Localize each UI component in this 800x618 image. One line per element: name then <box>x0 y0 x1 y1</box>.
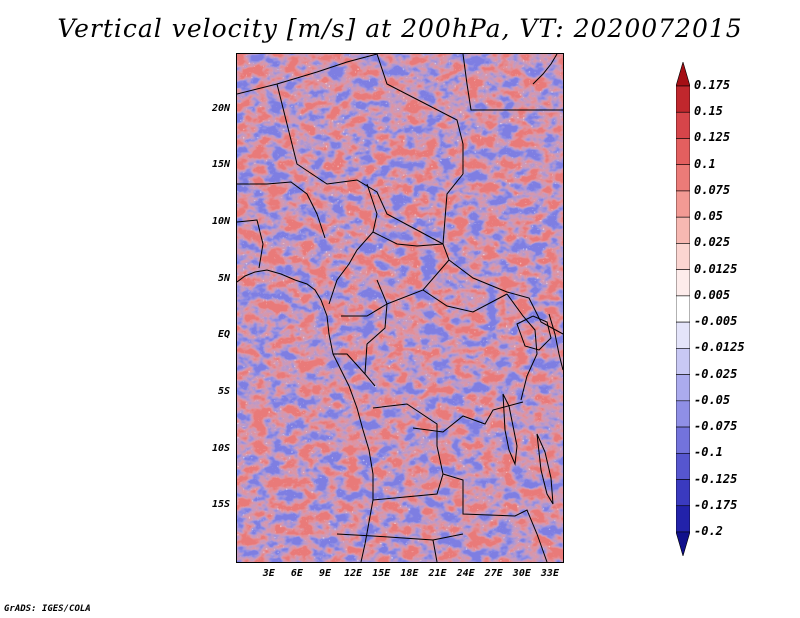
colorbar-tick-label: 0.075 <box>694 182 731 197</box>
border-14 <box>341 303 388 317</box>
lake-tanganyika <box>502 393 518 466</box>
velocity-fine-structure <box>237 54 563 562</box>
software-credit: GrADS: IGES/COLA <box>4 604 91 614</box>
colorbar-segment <box>676 400 690 428</box>
lake-malawi <box>536 433 554 505</box>
colorbar-segment <box>676 295 690 323</box>
colorbar-tick-label: -0.025 <box>694 366 738 381</box>
colorbar-segment <box>676 348 690 375</box>
colorbar-tick-label: -0.125 <box>694 471 738 486</box>
velocity-field-map <box>237 54 563 562</box>
border-3 <box>376 54 464 174</box>
lon-tick-label: 27E <box>484 568 503 579</box>
border-9 <box>372 231 444 247</box>
colorbar-segment <box>676 374 690 402</box>
colorbar-tick-label: -0.1 <box>694 445 723 460</box>
colorbar-segment <box>676 164 690 192</box>
border-16 <box>372 403 444 475</box>
colorbar-tick-label: -0.075 <box>694 419 738 434</box>
border-5 <box>442 173 563 335</box>
colorbar-tick-label: 0.1 <box>694 156 716 171</box>
lon-tick-label: 9E <box>318 568 332 579</box>
lon-tick-label: 18E <box>400 568 419 579</box>
colorbar-tick-label: -0.05 <box>694 392 731 407</box>
border-18 <box>372 473 444 501</box>
lat-tick-label: 10S <box>211 442 230 454</box>
colorbar-tick-label: -0.0125 <box>694 340 745 355</box>
colorbar-segment <box>676 243 690 270</box>
plot-title: Vertical velocity [m/s] at 200hPa, VT: 2… <box>57 14 743 43</box>
lon-tick-label: 3E <box>262 568 275 579</box>
colorbar-segment <box>676 190 690 218</box>
colorbar-tick-label: 0.005 <box>694 287 731 302</box>
border-15 <box>333 353 366 375</box>
colorbar-tick-label: 0.05 <box>694 209 723 224</box>
border-17 <box>412 401 524 433</box>
border-1 <box>237 54 378 95</box>
lat-tick-label: EQ <box>217 329 230 341</box>
border-12 <box>422 289 508 313</box>
lon-tick-label: 6E <box>290 568 303 579</box>
colorbar-min-arrow <box>676 531 690 556</box>
lat-tick-label: 20N <box>211 102 230 114</box>
colorbar-tick-label: 0.125 <box>694 130 731 145</box>
border-7 <box>237 181 326 239</box>
border-2 <box>276 83 444 245</box>
colorbar-max-arrow <box>676 62 690 87</box>
colorbar-tick-label: -0.005 <box>694 314 738 329</box>
colorbar-segment <box>676 111 690 139</box>
lat-tick-label: 15S <box>211 499 230 511</box>
colorbar-segment <box>676 138 690 166</box>
coastlines-and-borders <box>237 54 563 562</box>
border-19 <box>442 473 548 562</box>
lon-tick-label: 30E <box>512 568 531 579</box>
lon-tick-label: 24E <box>456 568 475 579</box>
colorbar-tick-label: -0.175 <box>694 497 738 512</box>
colorbar <box>676 62 690 556</box>
colorbar-tick-label: 0.15 <box>694 104 723 119</box>
coastline-red-sea <box>532 54 558 85</box>
lon-tick-label: 21E <box>428 568 447 579</box>
border-8 <box>237 219 264 269</box>
colorbar-segment <box>676 85 690 113</box>
colorbar-segment <box>676 216 690 244</box>
colorbar-segment <box>676 505 690 533</box>
coastline-west-africa <box>237 269 374 562</box>
border-20 <box>336 533 464 541</box>
colorbar-tick-label: 0.175 <box>694 78 731 92</box>
lat-tick-label: 10N <box>211 216 230 227</box>
colorbar-segment <box>676 479 690 507</box>
border-10 <box>376 259 450 305</box>
lon-tick-label: 33E <box>540 568 559 579</box>
colorbar-segment <box>676 321 690 349</box>
border-21 <box>432 539 438 562</box>
colorbar-segment <box>676 452 690 480</box>
border-13 <box>506 293 538 401</box>
border-6 <box>328 183 378 305</box>
coastline-east-africa <box>548 313 563 371</box>
colorbar-tick-label: -0.2 <box>694 524 723 538</box>
lon-tick-label: 15E <box>372 568 391 579</box>
colorbar-segment <box>676 269 690 297</box>
border-4 <box>462 54 563 111</box>
lat-tick-label: 5S <box>217 386 230 397</box>
lat-tick-label: 15N <box>211 159 230 171</box>
lat-tick-label: 5N <box>217 272 230 284</box>
colorbar-tick-label: 0.0125 <box>694 261 738 276</box>
border-11 <box>364 303 388 387</box>
lake-victoria <box>516 315 552 351</box>
lon-tick-label: 12E <box>344 568 363 579</box>
colorbar-segment <box>676 426 690 454</box>
map-plot-area <box>236 53 564 563</box>
colorbar-tick-label: 0.025 <box>694 235 731 250</box>
